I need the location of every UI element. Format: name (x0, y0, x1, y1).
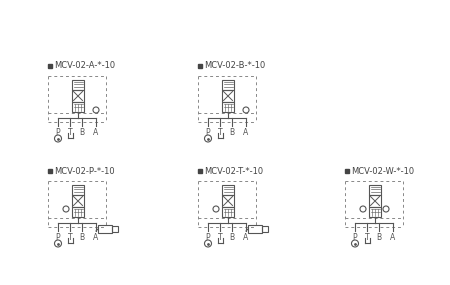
Text: T: T (218, 128, 222, 137)
Bar (72, 80, 84, 90)
Text: P: P (206, 233, 210, 242)
Bar (72, 207, 84, 217)
Bar (72, 195, 84, 207)
Text: A: A (94, 128, 99, 137)
Bar (72, 102, 84, 112)
Bar (222, 90, 234, 102)
Bar (72, 90, 84, 102)
Bar (48, 169, 51, 173)
Bar (222, 185, 234, 195)
Text: MCV-02-B-*-10: MCV-02-B-*-10 (204, 62, 266, 70)
Bar (222, 80, 234, 90)
Text: MCV-02-A-*-10: MCV-02-A-*-10 (54, 62, 116, 70)
Text: T: T (364, 233, 369, 242)
Text: P: P (56, 128, 60, 137)
Bar (369, 195, 381, 207)
Text: A: A (243, 233, 248, 242)
Bar (222, 102, 234, 112)
Text: T: T (218, 233, 222, 242)
Text: B: B (230, 128, 234, 137)
Bar (98, 225, 112, 233)
Bar (112, 226, 118, 232)
Text: A: A (94, 233, 99, 242)
Text: A: A (243, 128, 248, 137)
Text: B: B (230, 233, 234, 242)
Text: T: T (68, 128, 72, 137)
Bar (262, 226, 268, 232)
Text: B: B (80, 128, 85, 137)
Bar (369, 185, 381, 195)
Bar (198, 169, 202, 173)
Bar (48, 64, 51, 68)
Text: P: P (353, 233, 357, 242)
Bar (72, 185, 84, 195)
Bar (222, 207, 234, 217)
Text: MCV-02-W-*-10: MCV-02-W-*-10 (351, 166, 414, 176)
Bar (198, 64, 202, 68)
Text: MCV-02-P-*-10: MCV-02-P-*-10 (54, 166, 115, 176)
Bar (222, 195, 234, 207)
Text: B: B (80, 233, 85, 242)
Text: T: T (68, 233, 72, 242)
Text: B: B (377, 233, 382, 242)
Text: P: P (206, 128, 210, 137)
Bar (248, 225, 262, 233)
Text: MCV-02-T-*-10: MCV-02-T-*-10 (204, 166, 264, 176)
Text: A: A (391, 233, 396, 242)
Bar (345, 169, 348, 173)
Text: P: P (56, 233, 60, 242)
Bar (369, 207, 381, 217)
